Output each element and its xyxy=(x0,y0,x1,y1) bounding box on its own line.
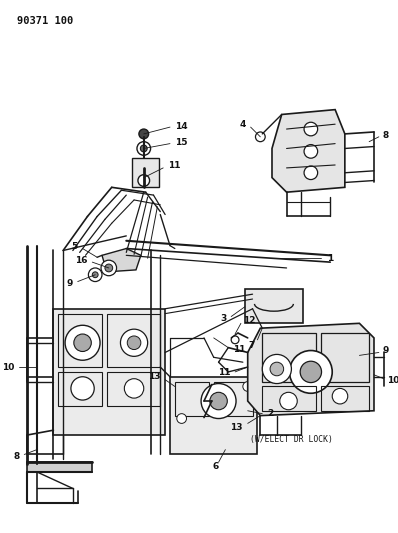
Bar xyxy=(262,333,316,382)
Text: 12: 12 xyxy=(243,316,256,325)
Text: 10: 10 xyxy=(2,362,15,372)
Circle shape xyxy=(256,132,265,142)
Bar xyxy=(107,313,160,367)
Bar xyxy=(214,382,253,416)
Circle shape xyxy=(210,392,227,410)
Text: 9: 9 xyxy=(383,346,389,355)
Circle shape xyxy=(262,354,291,384)
Text: 16: 16 xyxy=(75,256,88,265)
Circle shape xyxy=(127,336,141,350)
Bar xyxy=(175,382,209,416)
Circle shape xyxy=(92,272,98,278)
Text: 9: 9 xyxy=(66,279,73,288)
Text: 11: 11 xyxy=(168,161,181,171)
Text: (W/ELECT DR LOCK): (W/ELECT DR LOCK) xyxy=(250,435,332,445)
Bar xyxy=(132,158,159,187)
Circle shape xyxy=(71,377,94,400)
Text: 11: 11 xyxy=(233,345,246,354)
Circle shape xyxy=(201,384,236,418)
Text: 1: 1 xyxy=(328,254,334,263)
Bar xyxy=(320,333,369,382)
Polygon shape xyxy=(272,110,345,192)
Text: 7: 7 xyxy=(248,341,254,350)
Circle shape xyxy=(137,142,150,155)
Text: 10: 10 xyxy=(386,376,398,385)
Polygon shape xyxy=(248,324,374,416)
Circle shape xyxy=(304,144,318,158)
Bar xyxy=(107,372,160,406)
Text: 5: 5 xyxy=(72,242,78,251)
Circle shape xyxy=(243,382,253,391)
Text: 14: 14 xyxy=(175,122,187,131)
Text: 15: 15 xyxy=(175,138,187,147)
Circle shape xyxy=(270,362,284,376)
Circle shape xyxy=(140,145,147,152)
Circle shape xyxy=(304,166,318,180)
Circle shape xyxy=(280,392,297,410)
Circle shape xyxy=(88,268,102,281)
Circle shape xyxy=(105,264,113,272)
Circle shape xyxy=(300,361,322,383)
Text: 8: 8 xyxy=(383,131,389,140)
Circle shape xyxy=(101,260,117,276)
Circle shape xyxy=(139,129,148,139)
Bar xyxy=(53,309,165,435)
Text: 13: 13 xyxy=(148,372,160,381)
Circle shape xyxy=(124,379,144,398)
Circle shape xyxy=(74,334,91,351)
Text: 3: 3 xyxy=(220,314,226,323)
Circle shape xyxy=(138,175,150,187)
Bar xyxy=(170,377,258,455)
Circle shape xyxy=(332,389,348,404)
Text: 8: 8 xyxy=(13,452,20,461)
Polygon shape xyxy=(102,248,141,272)
Bar xyxy=(58,313,102,367)
Bar xyxy=(58,372,102,406)
Circle shape xyxy=(121,329,148,357)
Text: 13: 13 xyxy=(230,423,243,432)
Text: 90371 100: 90371 100 xyxy=(16,16,73,26)
Circle shape xyxy=(65,325,100,360)
Circle shape xyxy=(231,336,239,344)
Bar xyxy=(245,289,303,324)
Text: 6: 6 xyxy=(213,462,219,471)
Bar xyxy=(320,386,369,411)
Bar xyxy=(262,386,316,411)
Circle shape xyxy=(177,414,187,423)
Text: 4: 4 xyxy=(239,120,246,128)
Text: 2: 2 xyxy=(267,409,273,418)
Text: 11: 11 xyxy=(218,368,230,377)
Polygon shape xyxy=(27,462,92,472)
Circle shape xyxy=(289,351,332,393)
Circle shape xyxy=(304,122,318,136)
